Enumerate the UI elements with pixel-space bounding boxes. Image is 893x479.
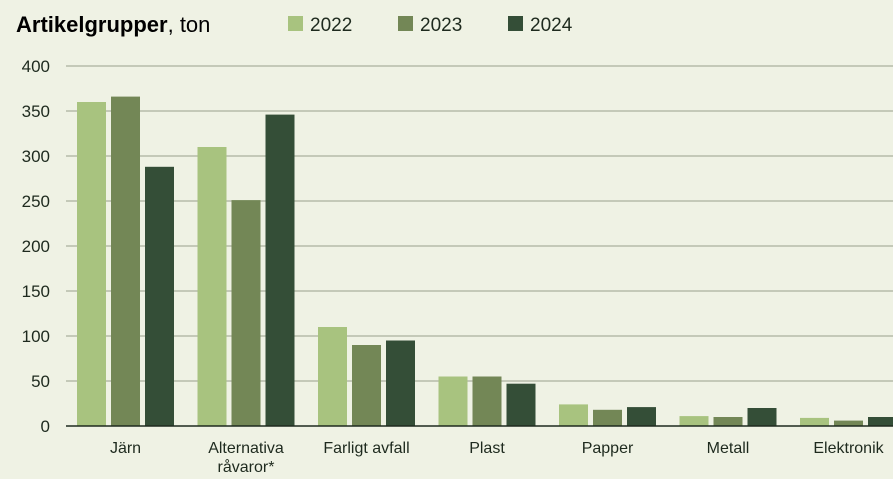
bar-2023-5 [713, 417, 743, 426]
bar-2024-6 [868, 417, 893, 426]
y-tick-label: 200 [22, 237, 50, 256]
chart-title-main: Artikelgrupper [16, 12, 168, 37]
bars [77, 96, 893, 427]
bar-2023-3 [472, 376, 502, 426]
x-tick-label: råvaror* [218, 458, 275, 476]
x-tick-label: Plast [469, 440, 505, 457]
bar-2022-2 [318, 327, 347, 426]
bar-2023-4 [593, 409, 622, 426]
bar-2022-0 [77, 102, 106, 426]
bar-2024-5 [747, 408, 777, 426]
y-tick-label: 250 [22, 192, 50, 211]
x-tick-label: Elektronik [813, 440, 884, 457]
bar-2023-1 [231, 200, 261, 426]
bar-2022-4 [559, 404, 588, 426]
y-tick-label: 400 [22, 57, 50, 76]
bar-2024-2 [386, 340, 415, 426]
y-tick-label: 350 [22, 102, 50, 121]
bar-2023-6 [834, 420, 863, 426]
y-tick-label: 100 [22, 327, 50, 346]
legend-swatch-2023 [398, 16, 413, 31]
bar-2024-1 [265, 114, 295, 426]
x-tick-label: Alternativa [208, 440, 284, 457]
y-tick-label: 150 [22, 282, 50, 301]
legend-swatch-2024 [508, 16, 523, 31]
bar-2022-6 [800, 417, 829, 426]
bar-2024-4 [627, 407, 656, 426]
y-tick-label: 50 [31, 372, 50, 391]
legend-label-2022: 2022 [310, 15, 352, 36]
chart-title-unit: , ton [168, 12, 211, 37]
y-axis: 0 50 100 150 200 250 300 350 400 [22, 57, 50, 436]
y-tick-label: 300 [22, 147, 50, 166]
legend-label-2024: 2024 [530, 15, 573, 36]
bar-2023-2 [352, 345, 381, 426]
bar-2024-0 [145, 166, 174, 427]
bar-2022-3 [438, 376, 468, 426]
bar-2024-3 [506, 383, 536, 426]
chart-title: Artikelgrupper, ton [16, 12, 210, 37]
bar-2022-1 [197, 147, 227, 426]
x-tick-label: Papper [582, 440, 634, 457]
y-tick-label: 0 [41, 417, 50, 436]
legend-swatch-2022 [288, 16, 303, 31]
legend-label-2023: 2023 [420, 15, 462, 36]
x-tick-label: Järn [110, 440, 141, 457]
bar-2023-0 [111, 96, 140, 426]
x-tick-label: Metall [707, 440, 750, 457]
gridlines [66, 65, 893, 382]
x-tick-label: Farligt avfall [323, 440, 409, 457]
legend: 2022 2023 2024 [288, 15, 573, 36]
bar-2022-5 [679, 416, 709, 426]
